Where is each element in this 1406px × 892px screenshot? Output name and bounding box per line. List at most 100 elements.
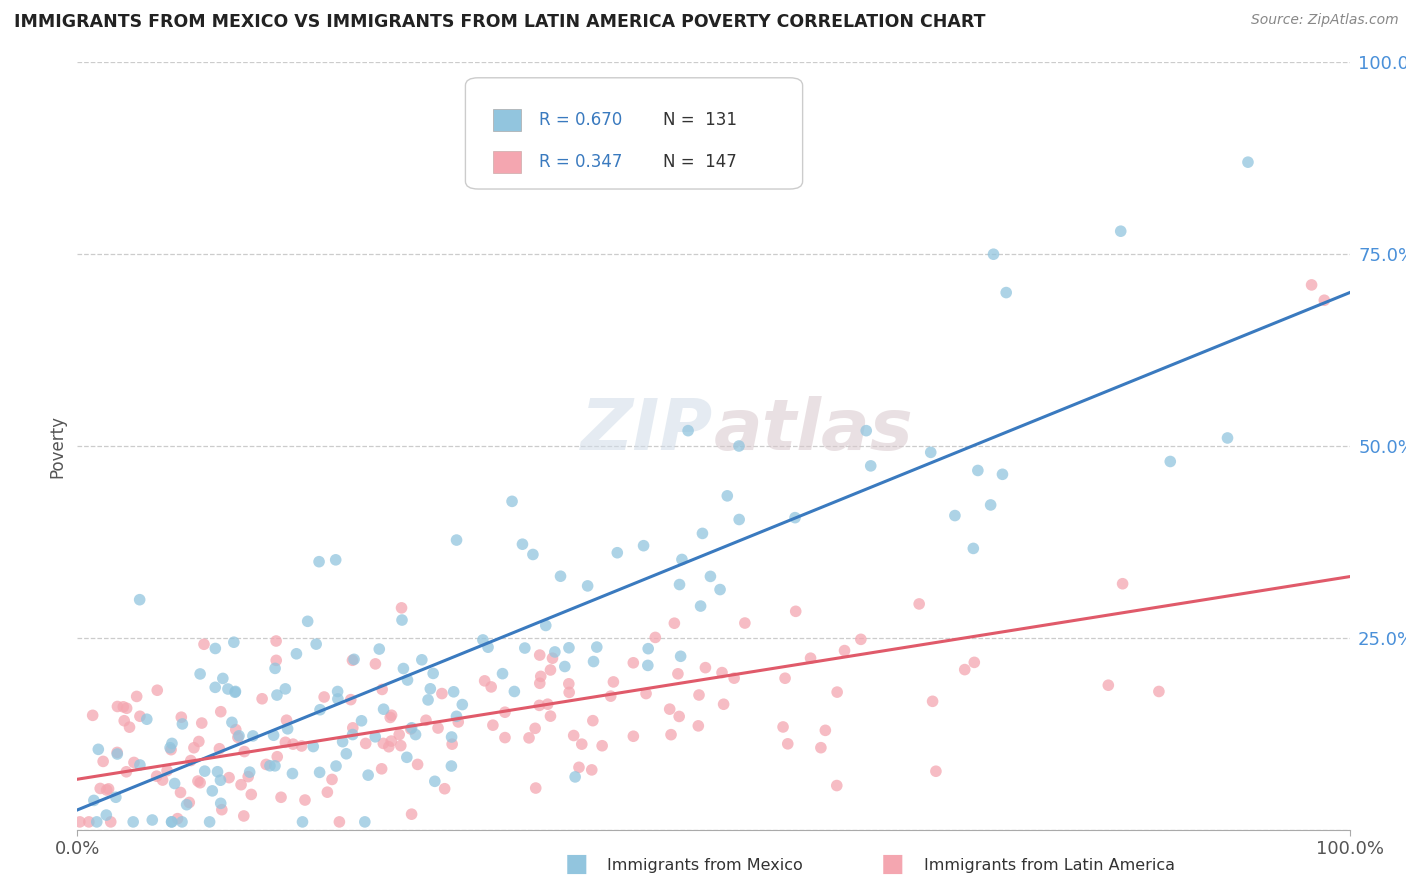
Point: [908, 597, 931, 611]
Point: [224, 685, 246, 699]
Point: [995, 285, 1018, 300]
Point: [621, 656, 644, 670]
Point: [644, 631, 666, 645]
Point: [676, 424, 699, 438]
Point: [354, 736, 377, 750]
Point: [709, 582, 731, 597]
Point: [411, 653, 433, 667]
Point: [405, 728, 427, 742]
Point: [711, 665, 734, 680]
Point: [1097, 678, 1119, 692]
FancyBboxPatch shape: [494, 109, 522, 131]
Point: [129, 709, 152, 723]
Point: [494, 731, 516, 745]
Point: [723, 671, 745, 685]
Point: [357, 768, 380, 782]
Point: [666, 666, 689, 681]
Y-axis label: Poverty: Poverty: [48, 415, 66, 477]
Point: [530, 669, 553, 683]
Point: [242, 729, 264, 743]
Point: [422, 666, 444, 681]
Point: [96, 808, 118, 822]
Point: [176, 797, 198, 812]
Point: [1301, 277, 1323, 292]
Point: [160, 814, 183, 829]
Point: [668, 577, 690, 591]
Point: [266, 749, 288, 764]
Point: [118, 720, 141, 734]
Point: [105, 746, 128, 760]
Point: [401, 721, 423, 735]
Point: [194, 764, 217, 779]
Point: [343, 652, 366, 666]
Point: [209, 797, 232, 811]
Point: [637, 641, 659, 656]
Point: [849, 632, 872, 647]
Point: [135, 712, 157, 726]
Point: [281, 737, 304, 751]
Point: [810, 740, 832, 755]
Point: [558, 640, 581, 655]
Point: [430, 687, 453, 701]
Point: [370, 762, 392, 776]
Point: [309, 703, 332, 717]
Point: [692, 526, 714, 541]
Point: [104, 790, 127, 805]
Point: [254, 757, 277, 772]
Point: [96, 783, 118, 797]
Text: atlas: atlas: [714, 396, 914, 465]
Point: [221, 715, 243, 730]
Point: [152, 773, 174, 788]
Point: [217, 681, 239, 696]
Point: [416, 693, 439, 707]
Point: [156, 764, 179, 778]
Point: [991, 467, 1014, 482]
Point: [529, 648, 551, 662]
FancyBboxPatch shape: [494, 152, 522, 173]
Point: [391, 600, 413, 615]
Point: [451, 698, 474, 712]
Point: [225, 723, 247, 737]
Point: [339, 692, 361, 706]
Point: [713, 698, 735, 712]
Point: [734, 615, 756, 630]
Point: [294, 793, 316, 807]
Point: [785, 604, 807, 618]
Point: [233, 745, 256, 759]
Point: [125, 690, 148, 704]
Point: [239, 765, 262, 780]
Text: ■: ■: [565, 852, 588, 876]
Point: [159, 740, 181, 755]
Point: [328, 814, 350, 829]
Point: [238, 770, 260, 784]
Point: [396, 673, 419, 687]
Point: [325, 759, 347, 773]
Point: [335, 747, 357, 761]
Point: [276, 713, 298, 727]
Point: [388, 728, 411, 742]
Point: [855, 424, 877, 438]
Point: [128, 592, 150, 607]
Point: [222, 635, 245, 649]
Point: [380, 708, 402, 723]
Point: [406, 757, 429, 772]
Point: [180, 754, 202, 768]
Point: [550, 569, 572, 583]
Point: [170, 814, 193, 829]
Point: [825, 685, 848, 699]
Point: [633, 539, 655, 553]
Point: [91, 755, 114, 769]
Point: [83, 793, 105, 807]
Point: [440, 759, 463, 773]
Point: [658, 702, 681, 716]
Point: [380, 710, 402, 724]
Point: [342, 653, 364, 667]
Point: [591, 739, 613, 753]
Point: [326, 692, 349, 706]
Point: [814, 723, 837, 738]
Point: [97, 781, 120, 796]
Point: [115, 701, 138, 715]
Point: [371, 682, 394, 697]
Point: [501, 494, 523, 508]
Point: [305, 637, 328, 651]
